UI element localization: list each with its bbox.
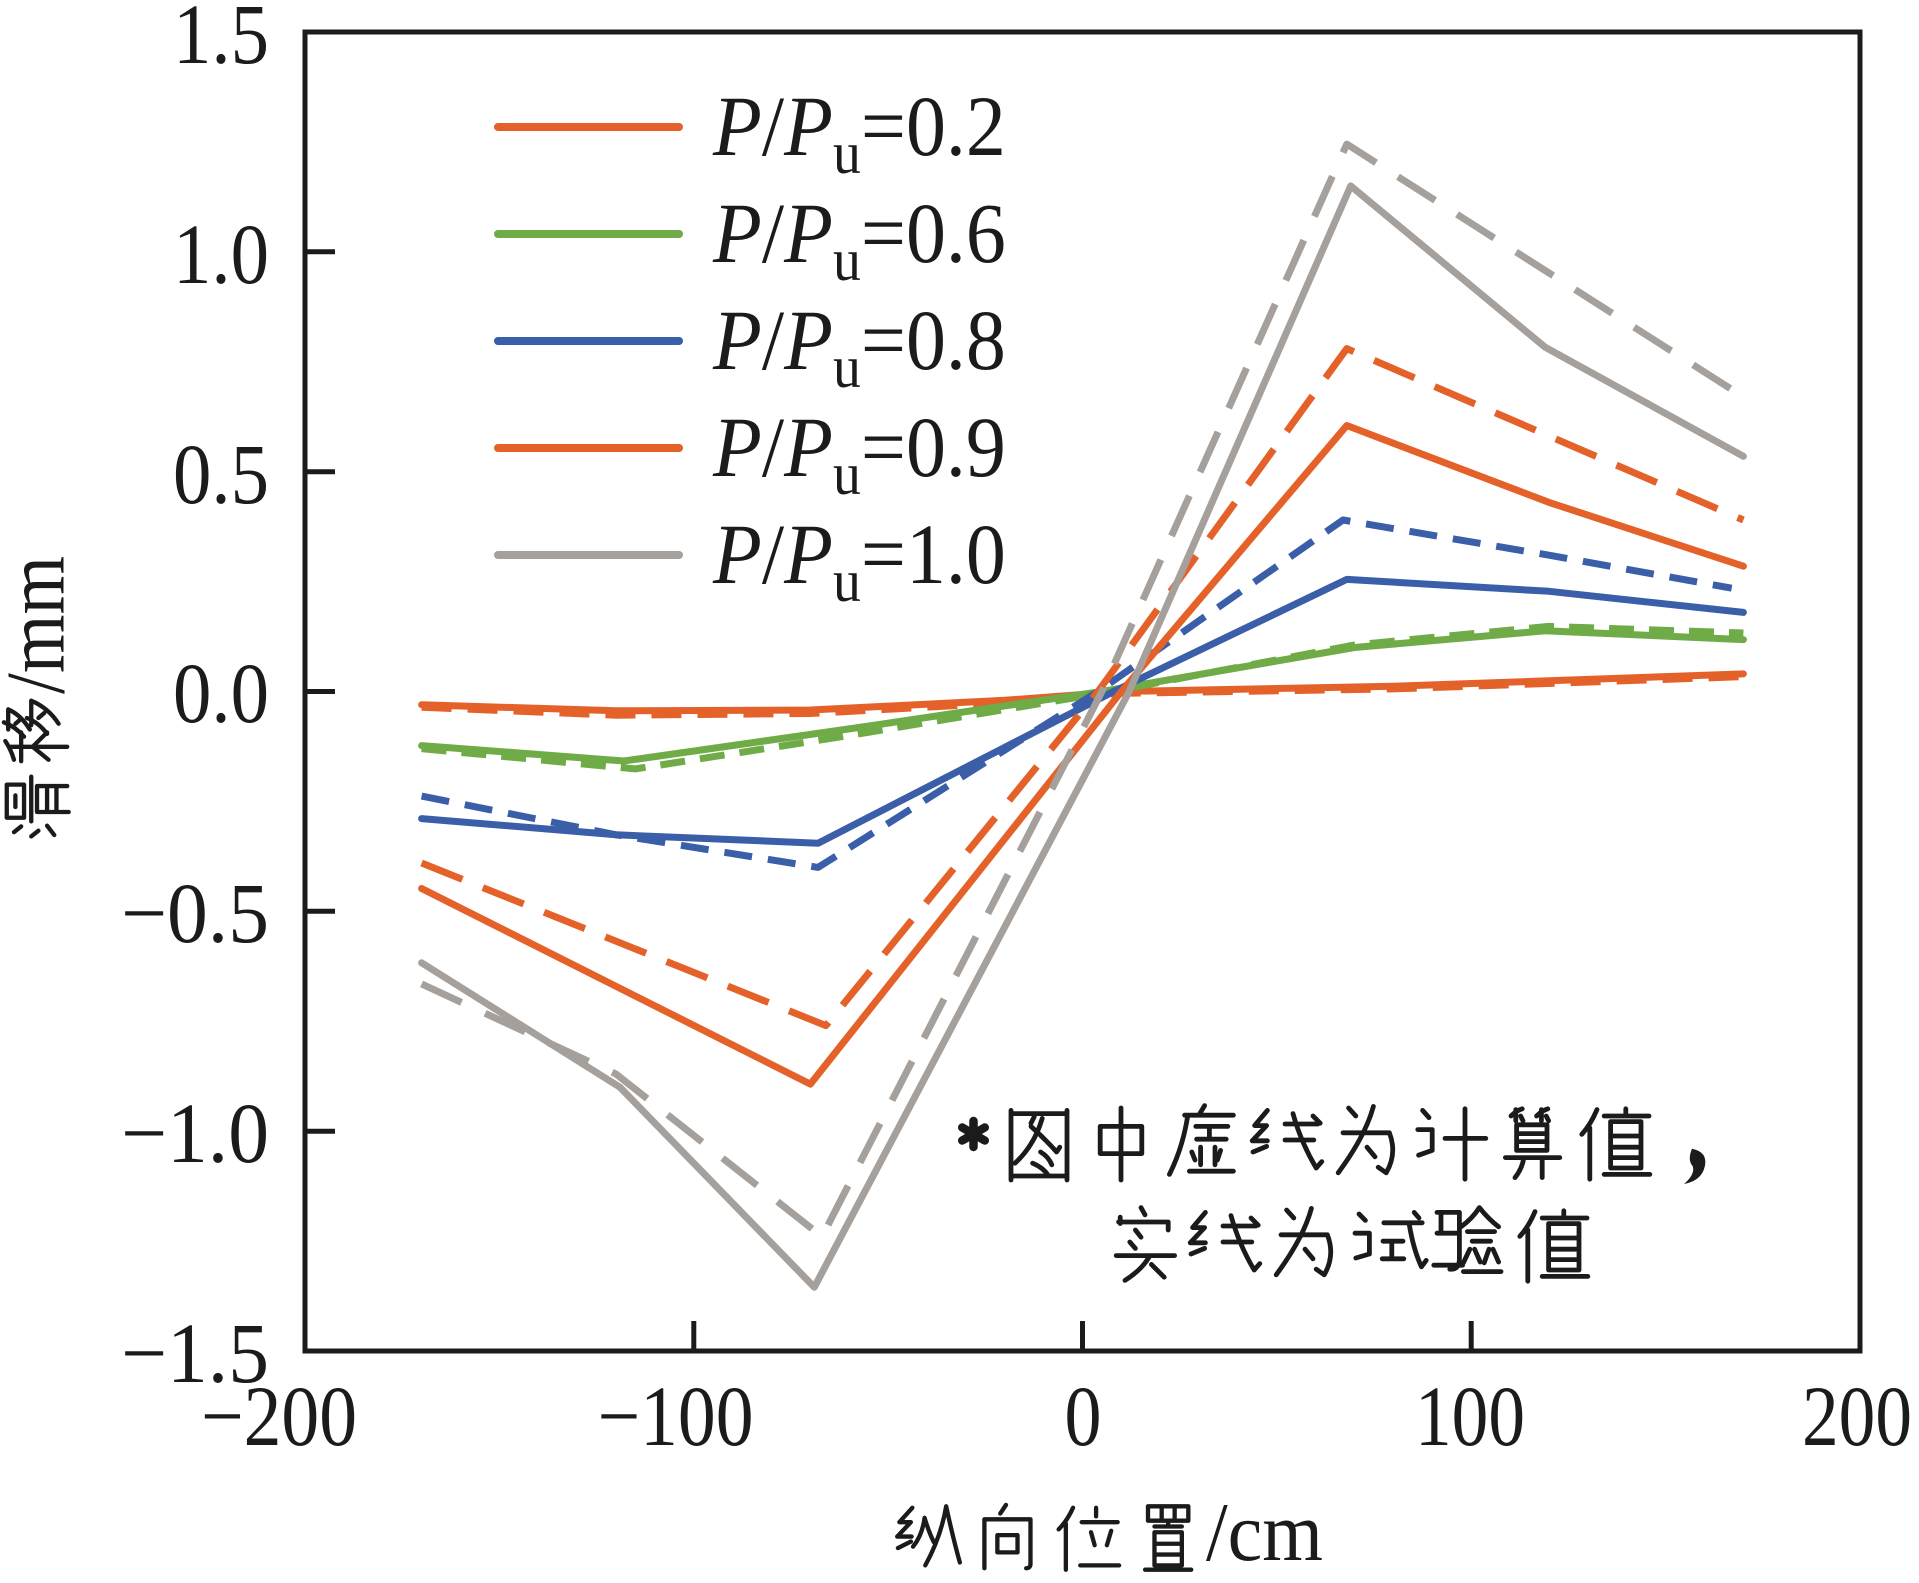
svg-text:/mm: /mm	[0, 556, 83, 694]
svg-text:0.5: 0.5	[173, 426, 269, 522]
svg-text:0.0: 0.0	[173, 645, 269, 741]
svg-text:−1.5: −1.5	[121, 1305, 269, 1401]
svg-text:1.5: 1.5	[173, 0, 269, 82]
svg-text:100: 100	[1415, 1368, 1525, 1464]
svg-text:0: 0	[1065, 1368, 1102, 1464]
svg-text:−200: −200	[201, 1368, 357, 1464]
svg-text:−1.0: −1.0	[121, 1085, 269, 1181]
svg-text:200: 200	[1802, 1368, 1912, 1464]
svg-text:−0.5: −0.5	[121, 865, 269, 961]
svg-text:P/Pu=1.0: P/Pu=1.0	[712, 506, 1006, 614]
svg-text:1.0: 1.0	[173, 206, 269, 302]
svg-text:P/Pu=0.9: P/Pu=0.9	[712, 399, 1006, 507]
svg-text:P/Pu=0.6: P/Pu=0.6	[712, 185, 1006, 293]
svg-text:/cm: /cm	[1206, 1486, 1323, 1578]
svg-text:−100: −100	[598, 1368, 754, 1464]
